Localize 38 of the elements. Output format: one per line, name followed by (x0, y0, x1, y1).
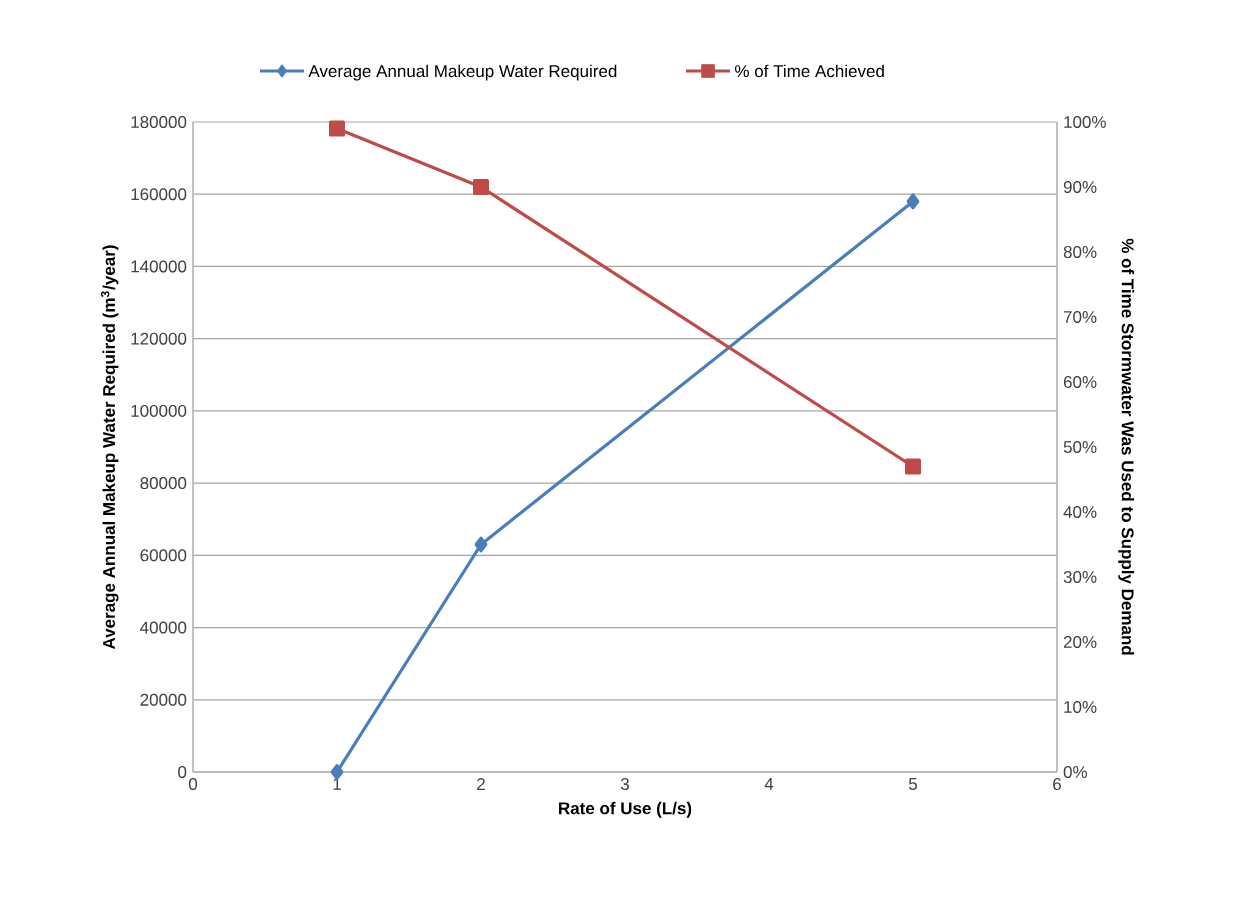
y-tick-label: 80000 (140, 477, 187, 490)
x-axis-title: Rate of Use (L/s) (559, 801, 692, 818)
y-tick-label: 180000 (131, 116, 187, 129)
y-tick-label: 40000 (140, 621, 187, 634)
y2-tick-label: 0% (1063, 766, 1088, 779)
y-tick-label: 120000 (131, 332, 187, 345)
y-tick-label: 0 (178, 765, 187, 779)
y2-tick-label: 70% (1063, 310, 1097, 324)
point (474, 536, 488, 553)
y-tick-label: 100000 (131, 404, 187, 417)
point (329, 120, 345, 137)
legend-label: % of Time Achieved (735, 64, 884, 78)
x-tick-label: 4 (764, 778, 774, 790)
y2-tick-label: 80% (1063, 245, 1097, 259)
legend-label: Average Annual Makeup Water Required (308, 64, 617, 81)
y2-tick-label: 30% (1063, 571, 1097, 584)
x-tick-label: 2 (477, 778, 485, 790)
y-tick-label: 140000 (131, 260, 187, 273)
x-tick-label: 5 (908, 778, 918, 790)
y-tick-label: 20000 (140, 693, 187, 706)
point (906, 193, 920, 210)
y2-axis-title: % of Time Stormwater Was Used to Supply Demand (1118, 238, 1135, 655)
y-tick-label: 60000 (140, 549, 187, 562)
y-axis-title: Average Annual Makeup Water Required (m$^{3}$/year) (100, 245, 119, 650)
x-tick-label: 3 (620, 778, 629, 791)
y2-tick-label: 10% (1064, 701, 1097, 714)
point (330, 764, 344, 780)
y2-tick-label: 20% (1063, 636, 1097, 649)
y2-tick-label: 90% (1063, 180, 1097, 194)
x-tick-label: 0 (188, 778, 198, 791)
point (473, 179, 489, 195)
y2-tick-label: 60% (1063, 375, 1097, 389)
y-tick-label: 160000 (131, 188, 187, 201)
y2-tick-label: 100% (1064, 115, 1106, 129)
point (904, 458, 921, 475)
x-tick-label: 6 (1053, 778, 1061, 791)
y2-tick-label: 50% (1063, 440, 1097, 454)
y2-tick-label: 40% (1063, 506, 1097, 519)
